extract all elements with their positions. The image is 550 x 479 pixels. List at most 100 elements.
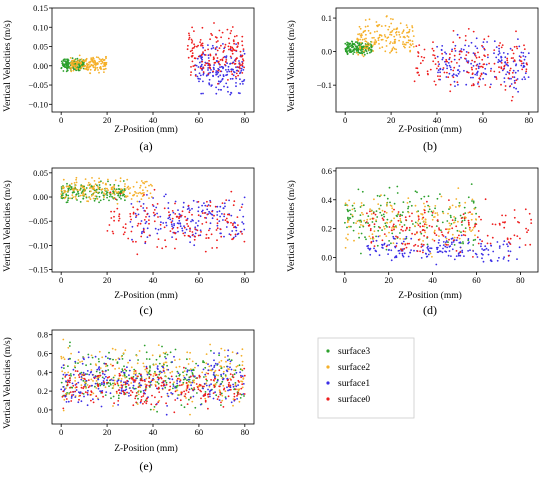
point-surface1 bbox=[218, 210, 221, 213]
point-surface1 bbox=[451, 248, 454, 251]
point-surface2 bbox=[378, 43, 380, 45]
point-surface3 bbox=[112, 376, 115, 379]
point-surface0 bbox=[471, 59, 473, 62]
point-surface1 bbox=[80, 400, 83, 403]
point-surface1 bbox=[199, 215, 202, 218]
point-surface1 bbox=[450, 243, 453, 245]
point-surface1 bbox=[176, 397, 179, 400]
point-surface0 bbox=[504, 85, 507, 87]
point-surface0 bbox=[491, 223, 494, 225]
point-surface3 bbox=[67, 187, 70, 190]
point-surface2 bbox=[79, 68, 81, 71]
point-surface0 bbox=[209, 205, 212, 207]
point-surface2 bbox=[83, 65, 86, 68]
point-surface1 bbox=[124, 389, 127, 392]
point-surface3 bbox=[378, 195, 381, 198]
y-tick-label: −0.05 bbox=[28, 216, 48, 226]
point-surface2 bbox=[137, 389, 140, 392]
point-surface0 bbox=[222, 406, 225, 408]
point-surface1 bbox=[500, 59, 503, 62]
point-surface0 bbox=[142, 228, 145, 231]
point-surface3 bbox=[149, 366, 151, 369]
point-surface1 bbox=[470, 76, 472, 79]
point-surface0 bbox=[207, 73, 210, 75]
point-surface2 bbox=[385, 235, 388, 237]
point-surface2 bbox=[366, 218, 369, 221]
point-surface0 bbox=[144, 389, 147, 392]
point-surface1 bbox=[522, 52, 525, 54]
point-surface1 bbox=[377, 235, 380, 238]
point-surface1 bbox=[492, 250, 495, 253]
point-surface1 bbox=[91, 384, 93, 387]
point-surface1 bbox=[501, 69, 504, 72]
point-surface2 bbox=[356, 220, 359, 223]
point-surface2 bbox=[240, 354, 243, 357]
point-surface3 bbox=[71, 197, 73, 200]
x-tick-label: 80 bbox=[241, 115, 250, 125]
x-axis-label-b: Z-Position (mm) bbox=[398, 124, 462, 135]
point-surface1 bbox=[390, 259, 393, 262]
point-surface0 bbox=[189, 50, 192, 53]
point-surface3 bbox=[344, 42, 347, 45]
point-surface1 bbox=[487, 56, 489, 59]
point-surface3 bbox=[220, 375, 223, 378]
x-tick-label: 60 bbox=[479, 115, 488, 125]
point-surface2 bbox=[392, 42, 394, 44]
point-surface2 bbox=[362, 213, 364, 216]
point-surface1 bbox=[216, 363, 219, 365]
point-surface2 bbox=[130, 382, 133, 384]
point-surface0 bbox=[217, 82, 219, 85]
point-surface0 bbox=[134, 379, 137, 381]
point-surface0 bbox=[237, 74, 240, 77]
point-surface2 bbox=[377, 24, 380, 26]
point-surface0 bbox=[506, 61, 509, 64]
point-surface2 bbox=[104, 386, 107, 389]
point-surface1 bbox=[60, 366, 63, 369]
point-surface2 bbox=[89, 187, 91, 190]
point-surface3 bbox=[346, 42, 349, 44]
point-surface2 bbox=[83, 68, 86, 70]
point-surface1 bbox=[451, 48, 453, 51]
point-surface3 bbox=[359, 52, 362, 54]
point-surface1 bbox=[219, 74, 222, 77]
point-surface0 bbox=[197, 200, 200, 203]
point-surface3 bbox=[345, 49, 347, 52]
point-surface1 bbox=[209, 212, 212, 215]
point-surface1 bbox=[142, 389, 145, 392]
point-surface0 bbox=[129, 213, 132, 215]
point-surface0 bbox=[76, 370, 79, 373]
point-surface2 bbox=[186, 351, 189, 354]
point-surface0 bbox=[124, 227, 127, 229]
point-surface3 bbox=[156, 410, 158, 413]
point-surface0 bbox=[241, 383, 244, 386]
point-surface1 bbox=[235, 66, 237, 69]
point-surface2 bbox=[145, 370, 148, 373]
point-surface3 bbox=[185, 373, 188, 376]
point-surface2 bbox=[139, 184, 142, 187]
point-surface2 bbox=[473, 208, 476, 210]
point-surface2 bbox=[464, 201, 467, 204]
point-surface0 bbox=[484, 198, 487, 201]
point-surface2 bbox=[113, 185, 115, 187]
point-surface0 bbox=[189, 397, 192, 399]
point-surface0 bbox=[449, 83, 452, 86]
point-surface2 bbox=[96, 185, 99, 188]
point-surface0 bbox=[212, 56, 215, 59]
point-surface1 bbox=[202, 46, 205, 49]
legend-label-surface0: surface0 bbox=[338, 394, 370, 405]
point-surface2 bbox=[77, 359, 80, 361]
point-surface2 bbox=[457, 187, 460, 189]
point-surface3 bbox=[352, 229, 355, 232]
point-surface3 bbox=[79, 201, 82, 203]
point-surface1 bbox=[171, 225, 174, 227]
point-surface0 bbox=[190, 38, 193, 41]
point-surface3 bbox=[112, 395, 115, 398]
point-surface3 bbox=[193, 388, 196, 391]
point-surface2 bbox=[75, 188, 77, 191]
point-surface0 bbox=[216, 398, 219, 400]
point-surface3 bbox=[215, 394, 218, 397]
point-surface2 bbox=[89, 198, 92, 201]
point-surface0 bbox=[135, 401, 138, 404]
point-surface0 bbox=[196, 386, 199, 389]
point-surface0 bbox=[191, 52, 194, 55]
